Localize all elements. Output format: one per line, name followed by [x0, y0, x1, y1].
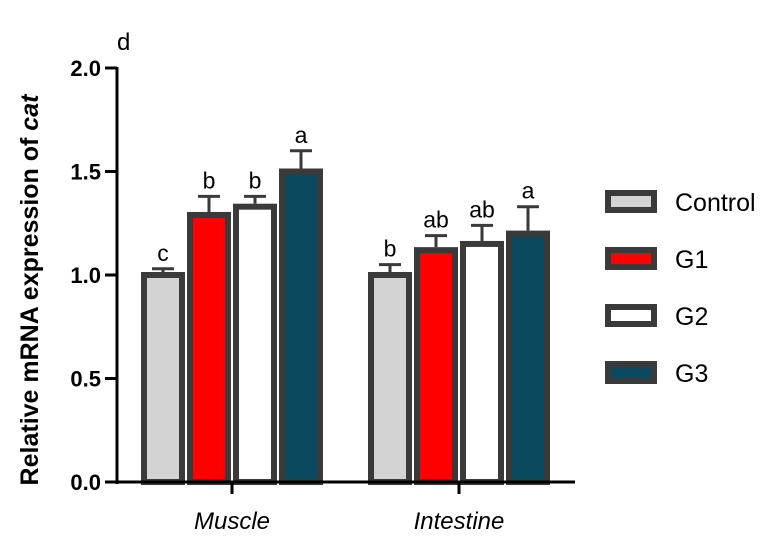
error-bar-g2-muscle	[244, 194, 266, 204]
error-bar-control-intestine	[379, 263, 401, 272]
legend-label: Control	[675, 189, 756, 217]
legend-label: G2	[675, 303, 708, 331]
y-tick-label: 0.5	[70, 367, 101, 392]
legend-swatch	[605, 361, 657, 384]
legend-item-control: Control	[605, 189, 756, 217]
y-axis-title-gene: cat	[16, 93, 44, 131]
bar-g2-intestine	[460, 240, 504, 485]
bar-g3-intestine	[506, 230, 550, 485]
legend-swatch	[605, 304, 657, 327]
legend-item-g1: G1	[605, 246, 708, 274]
sig-letter-g1-intestine: ab	[423, 207, 449, 233]
y-axis-title: Relative mRNA expression of cat	[16, 93, 44, 486]
legend-label: G1	[675, 246, 708, 274]
error-bar-g1-muscle	[198, 194, 220, 212]
sig-letter-control-intestine: b	[384, 236, 397, 262]
error-bar-g1-intestine	[425, 234, 447, 248]
bar-g2-muscle	[233, 203, 277, 485]
y-tick-label: 1.5	[70, 160, 101, 185]
legend-swatch	[605, 247, 657, 270]
y-axis-title-text: Relative mRNA expression of	[16, 131, 44, 486]
sig-letter-g1-muscle: b	[203, 167, 216, 193]
panel-label: d	[117, 29, 130, 56]
error-bar-g3-intestine	[517, 205, 539, 231]
sig-letter-g3-intestine: a	[522, 178, 535, 204]
legend-swatch	[605, 190, 657, 213]
x-tick-label-intestine: Intestine	[414, 508, 505, 535]
bar-g1-intestine	[414, 247, 458, 485]
y-tick-label: 0.0	[70, 470, 101, 495]
legend-label: G3	[675, 360, 708, 388]
error-bar-control-muscle	[152, 267, 174, 272]
bar-g3-muscle	[279, 168, 323, 485]
bar-control-intestine	[368, 272, 412, 485]
sig-letter-g2-intestine: ab	[469, 196, 495, 222]
svg-text:Relative mRNA expression of ca: Relative mRNA expression of cat	[16, 93, 44, 486]
legend-item-g2: G2	[605, 303, 708, 331]
x-tick-label-muscle: Muscle	[194, 508, 270, 535]
y-tick-label: 1.0	[70, 263, 101, 288]
sig-letter-g2-muscle: b	[249, 167, 262, 193]
bar-control-muscle	[141, 272, 185, 485]
legend-item-g3: G3	[605, 360, 708, 388]
error-bar-g2-intestine	[471, 223, 493, 241]
y-tick-label: 2.0	[70, 56, 101, 81]
sig-letter-g3-muscle: a	[295, 122, 308, 148]
sig-letter-control-muscle: c	[157, 240, 169, 266]
error-bar-g3-muscle	[290, 149, 312, 169]
bar-g1-muscle	[187, 211, 231, 485]
